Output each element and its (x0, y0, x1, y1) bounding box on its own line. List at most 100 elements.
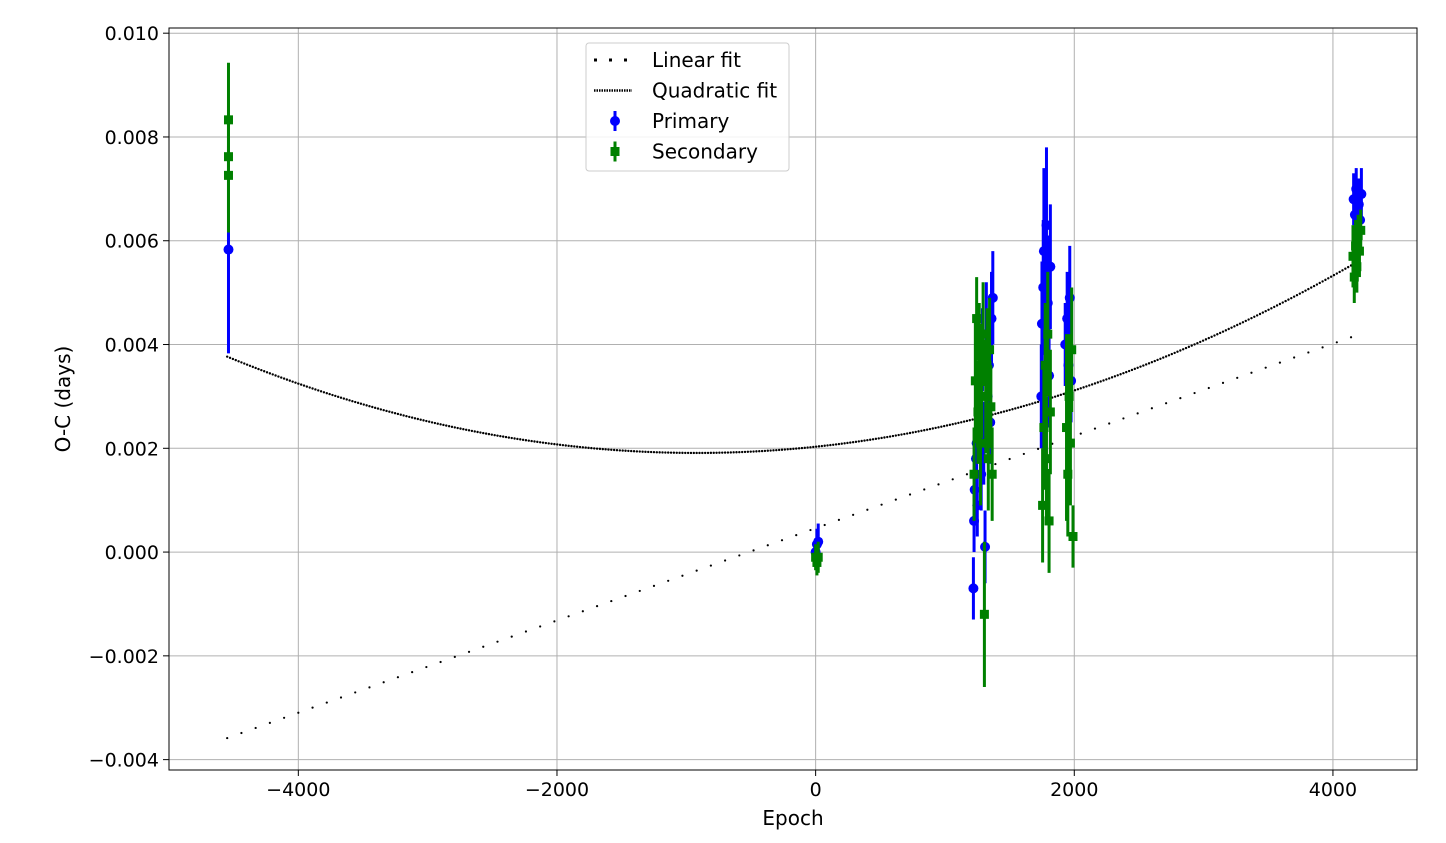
quadratic-fit-dot (644, 450, 647, 454)
legend-label: Secondary (652, 140, 758, 164)
y-tick-label: −0.002 (89, 646, 159, 668)
quadratic-fit-dot (436, 422, 439, 425)
quadratic-fit-dot (752, 450, 755, 453)
quadratic-fit-dot (578, 445, 582, 449)
quadratic-fit-dot (846, 441, 849, 445)
quadratic-fit-dot (891, 434, 895, 438)
quadratic-fit-dot (635, 450, 639, 453)
quadratic-fit-dot (1210, 335, 1213, 339)
quadratic-fit-dot (428, 420, 431, 423)
linear-fit-dot (354, 691, 357, 694)
quadratic-fit-dot (658, 451, 661, 454)
linear-fit-dot (510, 635, 513, 638)
quadratic-fit-dot (732, 451, 735, 454)
quadratic-fit-dot (251, 365, 255, 369)
quadratic-fit-dot (1298, 292, 1302, 295)
quadratic-fit-dot (871, 438, 875, 441)
quadratic-fit-dot (379, 408, 383, 411)
quadratic-fit-dot (1122, 371, 1125, 375)
quadratic-fit-dot (749, 450, 752, 453)
quadratic-fit-dot (260, 368, 263, 372)
quadratic-fit-dot (1278, 302, 1282, 306)
linear-fit-dot (254, 726, 257, 730)
data-point (223, 244, 234, 255)
linear-fit-dot (297, 711, 300, 714)
quadratic-fit-dot (1113, 375, 1117, 378)
quadratic-fit-dot (328, 392, 331, 396)
linear-fit-dot (382, 681, 385, 684)
quadratic-fit-dot (291, 380, 294, 383)
quadratic-fit-dot (573, 445, 576, 448)
quadratic-fit-dot (1324, 278, 1327, 282)
quadratic-fit-dot (536, 440, 539, 444)
linear-fit-dot (1264, 366, 1267, 369)
quadratic-fit-dot (1090, 383, 1094, 386)
quadratic-fit-dot (391, 411, 394, 414)
quadratic-fit-dot (487, 432, 491, 436)
quadratic-fit-dot (351, 399, 354, 403)
quadratic-fit-dot (1255, 314, 1259, 317)
quadratic-fit-dot (368, 404, 371, 408)
quadratic-fit-dot (385, 409, 388, 413)
quadratic-fit-dot (462, 427, 465, 431)
linear-fit-dot (780, 539, 784, 542)
linear-fit-dot (482, 645, 485, 648)
quadratic-fit-dot (849, 441, 852, 444)
quadratic-fit-dot (917, 430, 920, 433)
linear-fit-dot (325, 701, 328, 704)
linear-fit-dot (624, 594, 627, 598)
quadratic-fit-dot (1273, 305, 1276, 309)
x-axis-label: Epoch (762, 806, 823, 830)
quadratic-fit-dot (945, 424, 949, 427)
quadratic-fit-dot (570, 444, 573, 448)
quadratic-fit-dot (900, 433, 903, 436)
quadratic-fit-dot (795, 447, 798, 450)
quadratic-fit-dot (425, 419, 428, 423)
quadratic-fit-dot (262, 370, 266, 373)
quadratic-fit-dot (1193, 343, 1196, 346)
data-point (813, 552, 823, 562)
quadratic-fit-dot (777, 448, 781, 452)
quadratic-fit-dot (948, 423, 952, 427)
quadratic-fit-dot (408, 415, 411, 419)
quadratic-fit-dot (624, 449, 627, 452)
linear-fit-dot (1307, 351, 1310, 354)
linear-fit-dot (581, 610, 584, 613)
quadratic-fit-dot (957, 421, 960, 425)
quadratic-fit-dot (695, 451, 698, 455)
quadratic-fit-dot (516, 437, 519, 441)
quadratic-fit-dot (419, 418, 422, 421)
quadratic-fit-dot (590, 446, 593, 450)
quadratic-fit-dot (1307, 287, 1310, 291)
quadratic-fit-dot (1102, 379, 1105, 382)
linear-fit-dot (724, 559, 727, 562)
data-point (983, 454, 993, 464)
legend-linear-swatch (609, 58, 612, 62)
data-point (1356, 189, 1367, 200)
data-point (987, 469, 997, 479)
quadratic-fit-dot (686, 451, 690, 455)
data-point (986, 402, 996, 412)
linear-fit-dot (1193, 391, 1196, 395)
quadratic-fit-dot (430, 421, 434, 424)
quadratic-fit-dot (297, 382, 300, 385)
quadratic-fit-dot (866, 438, 869, 442)
quadratic-fit-dot (1130, 368, 1134, 372)
data-point (978, 329, 988, 339)
quadratic-fit-dot (470, 429, 474, 433)
quadratic-fit-dot (618, 449, 622, 452)
quadratic-fit-dot (627, 449, 630, 453)
quadratic-fit-dot (550, 442, 553, 445)
quadratic-fit-dot (342, 397, 346, 400)
quadratic-fit-dot (792, 447, 795, 451)
quadratic-fit-dot (1116, 374, 1119, 377)
quadratic-fit-dot (1088, 384, 1091, 387)
quadratic-fit-dot (669, 451, 673, 454)
quadratic-fit-dot (783, 448, 787, 451)
quadratic-fit-dot (257, 367, 260, 371)
quadratic-fit-dot (888, 435, 892, 438)
linear-fit-dot (1278, 361, 1282, 364)
quadratic-fit-dot (1156, 358, 1159, 362)
legend-label: Quadratic fit (652, 79, 777, 103)
